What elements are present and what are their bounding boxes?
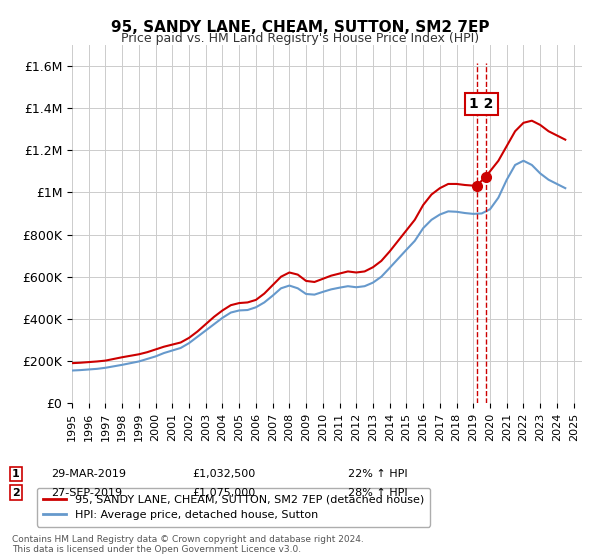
Text: Contains HM Land Registry data © Crown copyright and database right 2024.
This d: Contains HM Land Registry data © Crown c… (12, 535, 364, 554)
Text: 1: 1 (12, 469, 20, 479)
Text: Price paid vs. HM Land Registry's House Price Index (HPI): Price paid vs. HM Land Registry's House … (121, 32, 479, 45)
Legend: 95, SANDY LANE, CHEAM, SUTTON, SM2 7EP (detached house), HPI: Average price, det: 95, SANDY LANE, CHEAM, SUTTON, SM2 7EP (… (37, 488, 430, 526)
Text: 2: 2 (12, 488, 20, 498)
Text: £1,032,500: £1,032,500 (192, 469, 255, 479)
Text: 28% ↑ HPI: 28% ↑ HPI (348, 488, 407, 498)
Text: 27-SEP-2019: 27-SEP-2019 (51, 488, 122, 498)
Text: 95, SANDY LANE, CHEAM, SUTTON, SM2 7EP: 95, SANDY LANE, CHEAM, SUTTON, SM2 7EP (111, 20, 489, 35)
Text: 29-MAR-2019: 29-MAR-2019 (51, 469, 126, 479)
Text: £1,075,000: £1,075,000 (192, 488, 255, 498)
Text: 22% ↑ HPI: 22% ↑ HPI (348, 469, 407, 479)
Text: 1 2: 1 2 (469, 97, 494, 111)
